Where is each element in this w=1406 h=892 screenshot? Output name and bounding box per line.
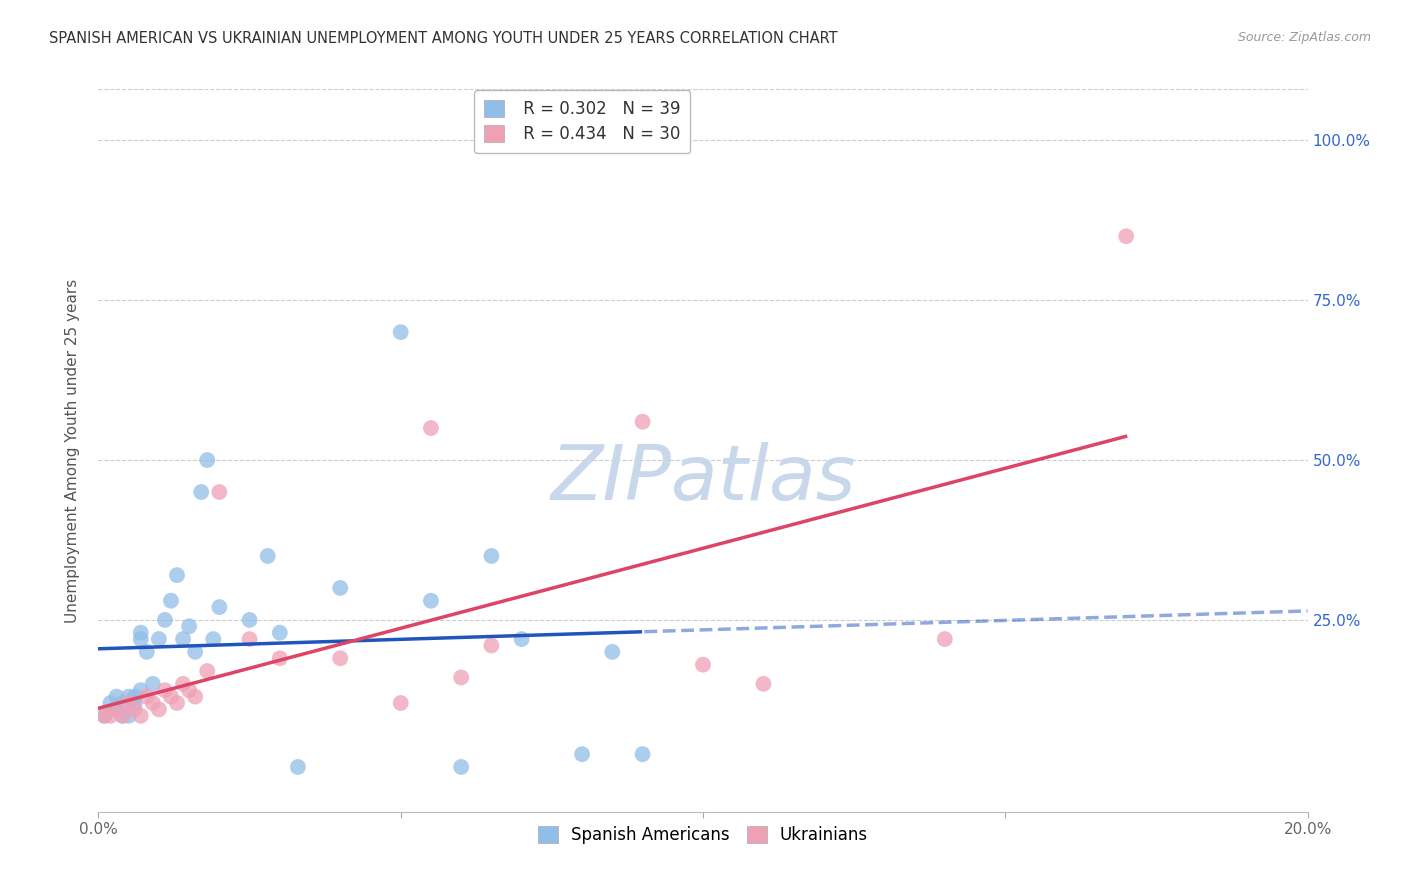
- Point: [239, 613, 262, 627]
- Point: [631, 747, 654, 761]
- Text: Source: ZipAtlas.com: Source: ZipAtlas.com: [1237, 31, 1371, 45]
- Point: [256, 549, 278, 563]
- Point: [160, 593, 183, 607]
- Point: [1115, 229, 1137, 244]
- Point: [190, 485, 212, 500]
- Point: [129, 625, 152, 640]
- Point: [631, 415, 654, 429]
- Point: [93, 708, 115, 723]
- Point: [389, 696, 412, 710]
- Point: [450, 760, 472, 774]
- Point: [184, 645, 207, 659]
- Point: [153, 613, 176, 627]
- Point: [105, 702, 128, 716]
- Point: [329, 651, 352, 665]
- Point: [420, 593, 443, 607]
- Point: [111, 708, 134, 723]
- Point: [389, 325, 412, 339]
- Point: [481, 639, 503, 653]
- Point: [142, 696, 165, 710]
- Point: [420, 421, 443, 435]
- Point: [752, 677, 775, 691]
- Point: [166, 568, 188, 582]
- Point: [202, 632, 225, 646]
- Point: [269, 651, 291, 665]
- Point: [571, 747, 593, 761]
- Point: [118, 690, 141, 704]
- Point: [135, 645, 157, 659]
- Point: [129, 683, 152, 698]
- Point: [111, 708, 134, 723]
- Point: [208, 600, 231, 615]
- Point: [118, 696, 141, 710]
- Point: [184, 690, 207, 704]
- Point: [148, 632, 170, 646]
- Point: [934, 632, 956, 646]
- Text: SPANISH AMERICAN VS UKRAINIAN UNEMPLOYMENT AMONG YOUTH UNDER 25 YEARS CORRELATIO: SPANISH AMERICAN VS UKRAINIAN UNEMPLOYME…: [49, 31, 838, 46]
- Point: [148, 702, 170, 716]
- Point: [450, 670, 472, 684]
- Y-axis label: Unemployment Among Youth under 25 years: Unemployment Among Youth under 25 years: [65, 278, 80, 623]
- Point: [239, 632, 262, 646]
- Point: [602, 645, 624, 659]
- Point: [179, 619, 201, 633]
- Point: [172, 677, 194, 691]
- Point: [510, 632, 533, 646]
- Point: [105, 690, 128, 704]
- Point: [111, 696, 134, 710]
- Point: [195, 664, 218, 678]
- Point: [179, 683, 201, 698]
- Point: [129, 632, 152, 646]
- Text: ZIPatlas: ZIPatlas: [550, 442, 856, 516]
- Point: [166, 696, 188, 710]
- Point: [287, 760, 309, 774]
- Point: [195, 453, 218, 467]
- Point: [160, 690, 183, 704]
- Point: [118, 708, 141, 723]
- Point: [124, 690, 146, 704]
- Point: [135, 690, 157, 704]
- Point: [100, 696, 122, 710]
- Point: [124, 696, 146, 710]
- Point: [153, 683, 176, 698]
- Point: [208, 485, 231, 500]
- Point: [105, 702, 128, 716]
- Point: [172, 632, 194, 646]
- Legend: Spanish Americans, Ukrainians: Spanish Americans, Ukrainians: [531, 819, 875, 850]
- Point: [142, 677, 165, 691]
- Point: [481, 549, 503, 563]
- Point: [100, 708, 122, 723]
- Point: [329, 581, 352, 595]
- Point: [692, 657, 714, 672]
- Point: [93, 708, 115, 723]
- Point: [124, 702, 146, 716]
- Point: [269, 625, 291, 640]
- Point: [129, 708, 152, 723]
